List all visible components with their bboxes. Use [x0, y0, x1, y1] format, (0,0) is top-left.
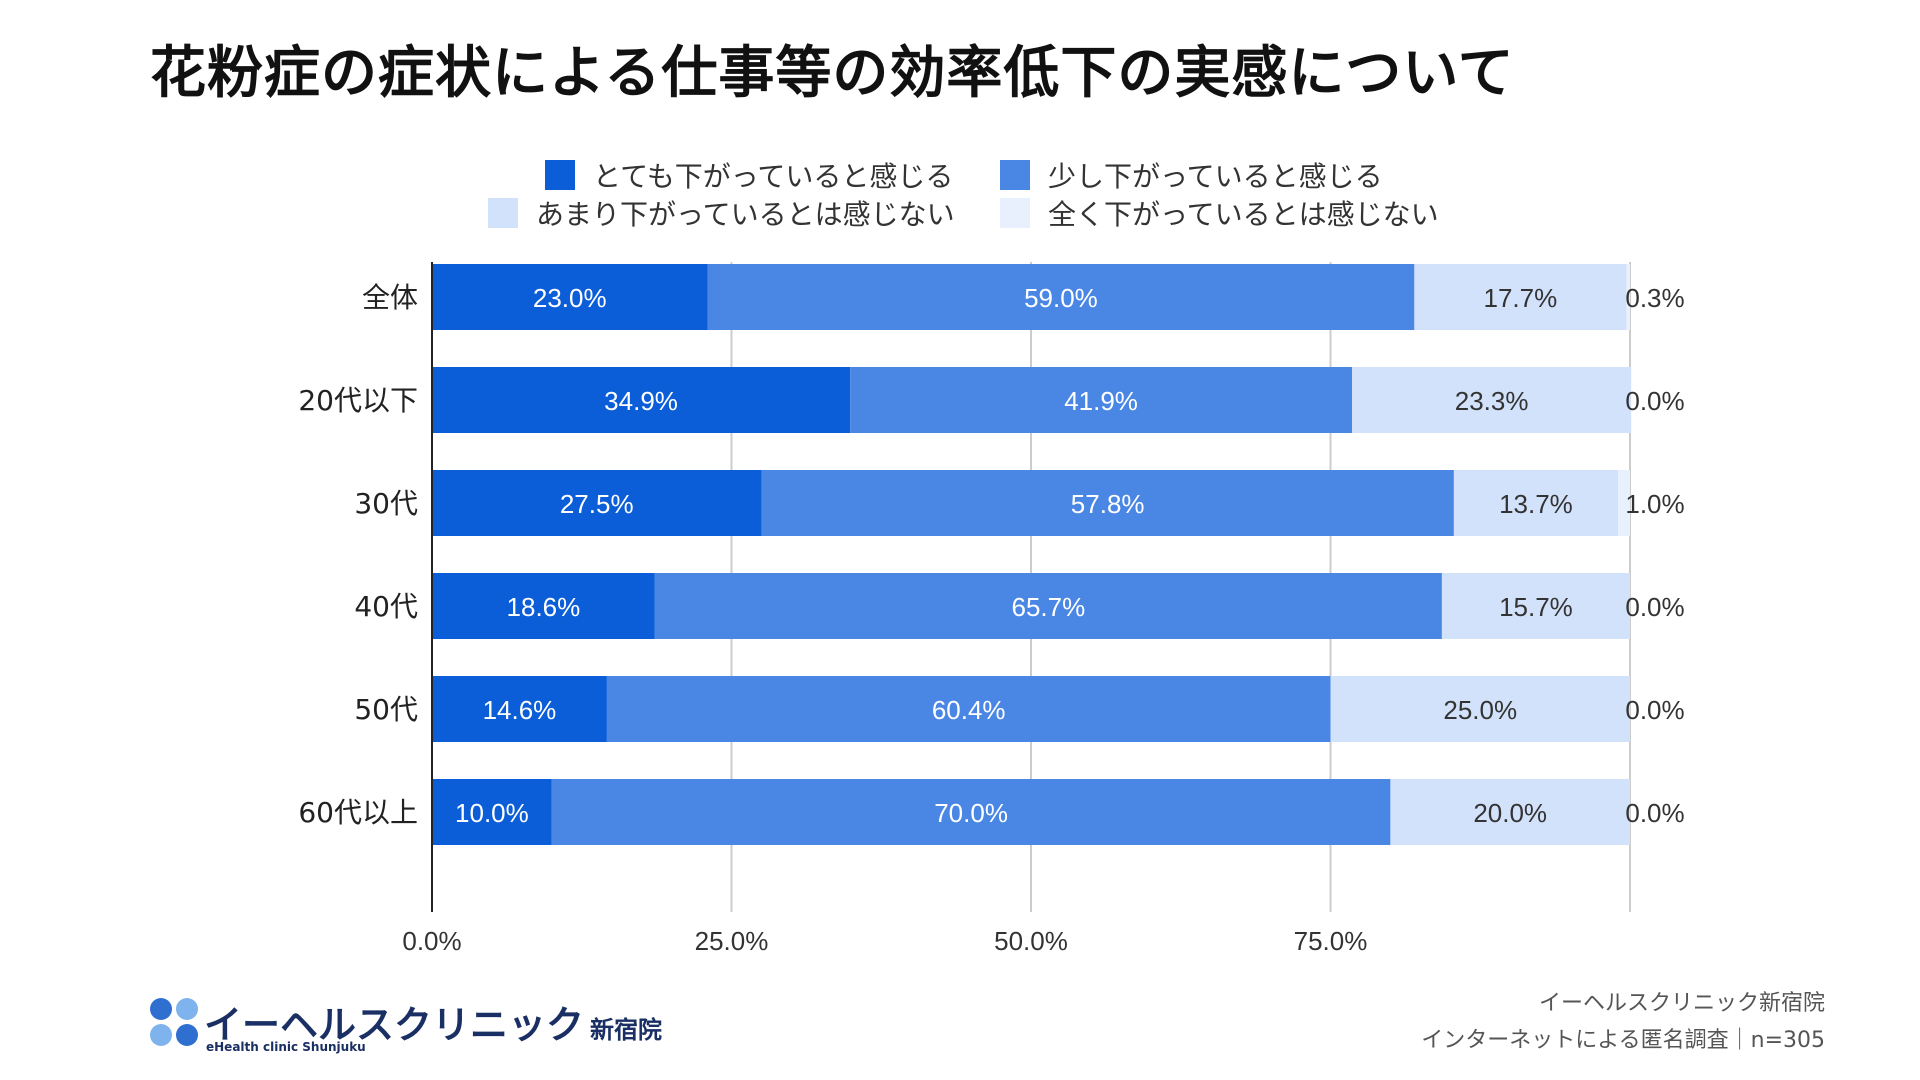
logo-text: イーヘルスクリニック 新宿院	[204, 994, 662, 1049]
x-tick-label-0: 0.0%	[402, 926, 461, 956]
bar-series1-4	[606, 676, 1331, 742]
data-label-series2-5: 20.0%	[1473, 798, 1547, 828]
legend-label-very-decreased: とても下がっていると感じる	[593, 160, 954, 193]
legend-label-not-much: あまり下がっているとは感じない	[536, 198, 955, 231]
bar-series2-3	[1441, 573, 1630, 639]
data-label-series3-2: 1.0%	[1625, 489, 1684, 519]
data-label-series0-3: 18.6%	[507, 592, 581, 622]
data-label-series1-1: 41.9%	[1064, 386, 1138, 416]
data-label-series3-5: 0.0%	[1625, 798, 1684, 828]
category-label-3: 40代	[354, 590, 418, 623]
data-label-series0-2: 27.5%	[560, 489, 634, 519]
logo-dots-icon	[150, 998, 200, 1048]
source-line-2: インターネットによる匿名調査｜n=305	[1421, 1028, 1825, 1053]
bar-series0-1	[432, 367, 851, 433]
bar-series0-0	[432, 264, 708, 330]
bar-series2-1	[1352, 367, 1632, 433]
data-label-series3-1: 0.0%	[1625, 386, 1684, 416]
bar-series0-3	[432, 573, 655, 639]
data-label-series0-4: 14.6%	[483, 695, 557, 725]
x-tick-label-3: 75.0%	[1294, 926, 1368, 956]
chart-title: 花粉症の症状による仕事等の効率低下の実感について	[150, 41, 1515, 106]
bar-series2-5	[1390, 779, 1630, 845]
bar-series1-1	[850, 367, 1353, 433]
data-label-series1-4: 60.4%	[932, 695, 1006, 725]
legend-label-slightly-decreased: 少し下がっていると感じる	[1048, 160, 1383, 193]
bar-series3-2	[1618, 470, 1630, 536]
legend-swatch-slightly-decreased	[1000, 160, 1030, 190]
x-tick-label-1: 25.0%	[695, 926, 769, 956]
data-label-series0-5: 10.0%	[455, 798, 529, 828]
data-label-series1-5: 70.0%	[934, 798, 1008, 828]
category-label-1: 20代以下	[298, 384, 418, 417]
data-label-series0-0: 23.0%	[533, 283, 607, 313]
bar-series0-4	[432, 676, 607, 742]
bar-series2-4	[1330, 676, 1630, 742]
data-label-series2-4: 25.0%	[1443, 695, 1517, 725]
data-label-series2-0: 17.7%	[1484, 283, 1558, 313]
bar-series1-2	[761, 470, 1454, 536]
survey-source: イーヘルスクリニック新宿院 インターネットによる匿名調査｜n=305	[1421, 985, 1825, 1059]
legend-label-not-at-all: 全く下がっているとは感じない	[1048, 198, 1439, 231]
data-label-series1-2: 57.8%	[1071, 489, 1145, 519]
legend-item-not-much: あまり下がっているとは感じない	[488, 193, 955, 233]
data-label-series3-3: 0.0%	[1625, 592, 1684, 622]
legend-item-very-decreased: とても下がっていると感じる	[545, 155, 953, 195]
bar-series3-0	[1626, 264, 1630, 330]
bar-series2-2	[1453, 470, 1619, 536]
chart-legend: とても下がっていると感じる 少し下がっていると感じる あまり下がっているとは感じ…	[0, 155, 1920, 245]
data-label-series1-3: 65.7%	[1012, 592, 1086, 622]
legend-swatch-not-at-all	[1000, 198, 1030, 228]
data-label-series0-1: 34.9%	[604, 386, 678, 416]
bar-series1-5	[551, 779, 1391, 845]
bar-series2-0	[1414, 264, 1627, 330]
category-label-4: 50代	[354, 693, 418, 726]
category-label-2: 30代	[354, 487, 418, 520]
legend-swatch-very-decreased	[545, 160, 575, 190]
logo-branch: 新宿院	[590, 1016, 663, 1044]
bar-series0-2	[432, 470, 762, 536]
logo-subtitle: eHealth clinic Shunjuku	[206, 1040, 366, 1054]
bar-series1-3	[654, 573, 1442, 639]
data-label-series2-2: 13.7%	[1499, 489, 1573, 519]
legend-item-slightly-decreased: 少し下がっていると感じる	[1000, 155, 1383, 195]
bar-series0-5	[432, 779, 552, 845]
logo-name: イーヘルスクリニック	[204, 1003, 585, 1047]
category-label-5: 60代以上	[298, 796, 418, 829]
data-label-series2-1: 23.3%	[1455, 386, 1529, 416]
data-label-series2-3: 15.7%	[1499, 592, 1573, 622]
bar-series1-0	[707, 264, 1415, 330]
x-tick-label-2: 50.0%	[994, 926, 1068, 956]
data-label-series3-4: 0.0%	[1625, 695, 1684, 725]
data-label-series3-0: 0.3%	[1625, 283, 1684, 313]
legend-swatch-not-much	[488, 198, 518, 228]
source-line-1: イーヘルスクリニック新宿院	[1538, 991, 1825, 1016]
stacked-bar-chart: 0.0% 25.0% 50.0% 75.0% 全体 23.0% 59.0% 17.7% 0.3%…	[298, 262, 1685, 956]
category-label-0: 全体	[362, 281, 418, 314]
legend-item-not-at-all: 全く下がっているとは感じない	[1000, 193, 1439, 233]
data-label-series1-0: 59.0%	[1024, 283, 1098, 313]
